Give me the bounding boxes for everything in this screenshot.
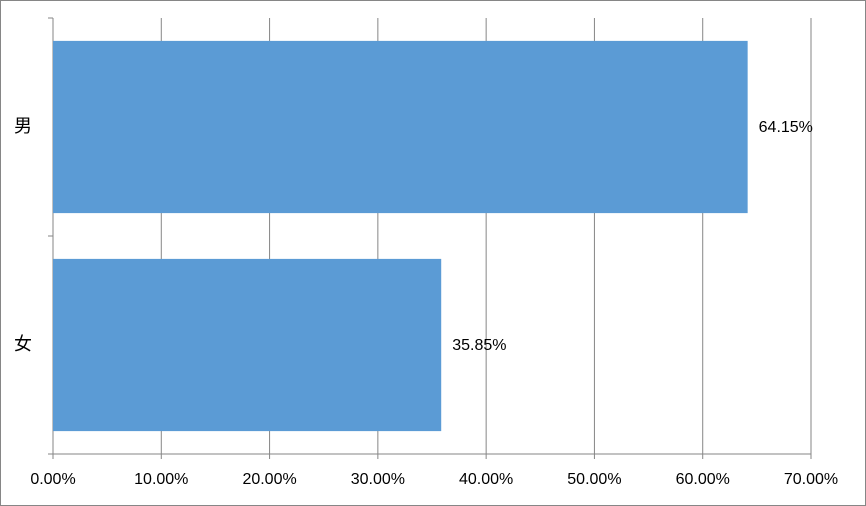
x-tick-label: 20.00% xyxy=(242,471,296,488)
x-tick-label: 0.00% xyxy=(30,471,75,488)
bar xyxy=(53,40,748,214)
x-tick-label: 50.00% xyxy=(567,471,621,488)
x-tick-label: 10.00% xyxy=(134,471,188,488)
x-tick-label: 60.00% xyxy=(676,471,730,488)
x-tick-label: 40.00% xyxy=(459,471,513,488)
y-tick-label: 男 xyxy=(14,116,32,136)
y-tick-label: 女 xyxy=(14,334,32,354)
value-label: 64.15% xyxy=(759,119,813,136)
x-tick-label: 70.00% xyxy=(784,471,838,488)
value-label: 35.85% xyxy=(452,337,506,354)
bar xyxy=(53,258,442,432)
x-tick-label: 30.00% xyxy=(351,471,405,488)
